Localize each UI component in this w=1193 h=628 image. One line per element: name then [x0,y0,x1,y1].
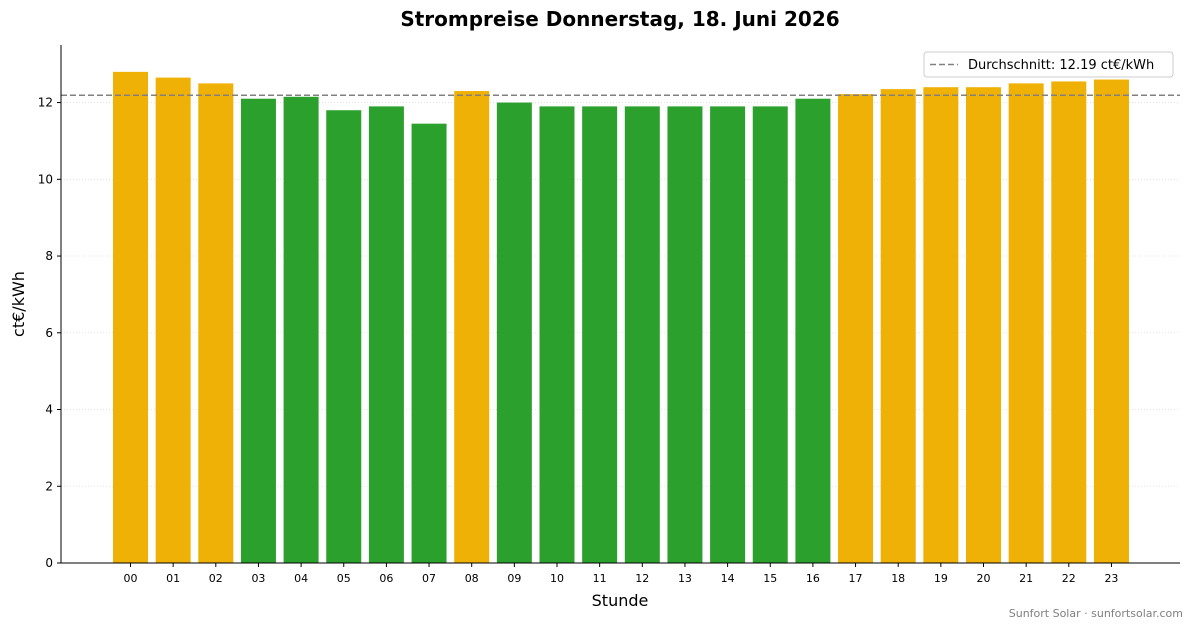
x-tick-label: 19 [934,572,948,585]
y-axis-label: ct€/kWh [9,271,28,337]
y-tick-label: 2 [45,479,53,493]
y-tick-label: 8 [45,249,53,263]
legend: Durchschnitt: 12.19 ct€/kWh [923,51,1174,78]
x-tick-label: 10 [550,572,564,585]
chart-title: Strompreise Donnerstag, 18. Juni 2026 [400,7,839,31]
bar-hour-03 [240,98,276,564]
bar-hour-11 [582,106,618,564]
x-tick-label: 05 [337,572,351,585]
bar-hour-09 [496,102,532,564]
x-tick-label: 04 [294,572,308,585]
bar-hour-00 [113,71,148,564]
x-tick-label: 22 [1062,572,1076,585]
legend-box [923,51,1174,78]
x-tick-label: 23 [1104,572,1118,585]
x-tick-label: 09 [507,572,521,585]
bar-hour-07 [411,123,447,564]
bar-hour-20 [966,87,1001,564]
bars [113,71,1129,564]
credit-text: Sunfort Solar · sunfortsolar.com [1009,607,1183,620]
y-tick-label: 0 [45,556,53,570]
axes [60,45,1180,564]
y-tick-label: 4 [45,403,53,417]
x-tick-label: 14 [721,572,735,585]
y-tick-label: 10 [38,172,53,186]
x-ticks: 00 01 02 03 04 05 06 07 08 09 10 11 12 13 14 15 16 17 18 19… [124,563,1118,585]
bar-hour-15 [752,106,788,564]
bar-hour-13 [667,106,703,564]
x-tick-label: 06 [379,572,393,585]
x-tick-label: 03 [251,572,265,585]
bar-hour-05 [326,110,362,564]
x-tick-label: 17 [849,572,863,585]
x-tick-label: 08 [465,572,479,585]
bar-hour-04 [283,96,319,564]
bar-hour-17 [838,94,874,563]
y-tick-label: 6 [45,326,53,340]
bar-hour-01 [155,77,191,564]
bar-hour-14 [710,106,746,564]
x-tick-label: 13 [678,572,692,585]
x-tick-label: 18 [891,572,905,585]
bar-hour-12 [624,106,660,564]
x-tick-label: 21 [1019,572,1033,585]
y-ticks: 0 2 4 6 8 10 12 [38,96,61,570]
bar-hour-19 [923,87,959,564]
x-tick-label: 20 [977,572,991,585]
legend-label: Durchschnitt: 12.19 ct€/kWh [968,58,1154,73]
x-tick-label: 07 [422,572,436,585]
bar-hour-06 [368,106,404,564]
x-axis-label: Stunde [592,591,649,610]
bar-hour-18 [880,89,916,564]
x-tick-label: 00 [124,572,138,585]
bar-hour-16 [795,98,831,564]
bar-hour-22 [1051,81,1087,564]
x-tick-label: 15 [763,572,777,585]
x-tick-label: 02 [209,572,223,585]
bar-hour-21 [1008,83,1044,564]
y-tick-label: 12 [38,96,53,110]
bar-hour-10 [539,106,575,564]
bar-hour-08 [454,91,490,564]
x-tick-label: 11 [593,572,607,585]
x-tick-label: 01 [166,572,180,585]
bar-hour-02 [198,83,234,564]
x-tick-label: 16 [806,572,820,585]
x-tick-label: 12 [635,572,649,585]
bar-hour-23 [1093,79,1129,564]
